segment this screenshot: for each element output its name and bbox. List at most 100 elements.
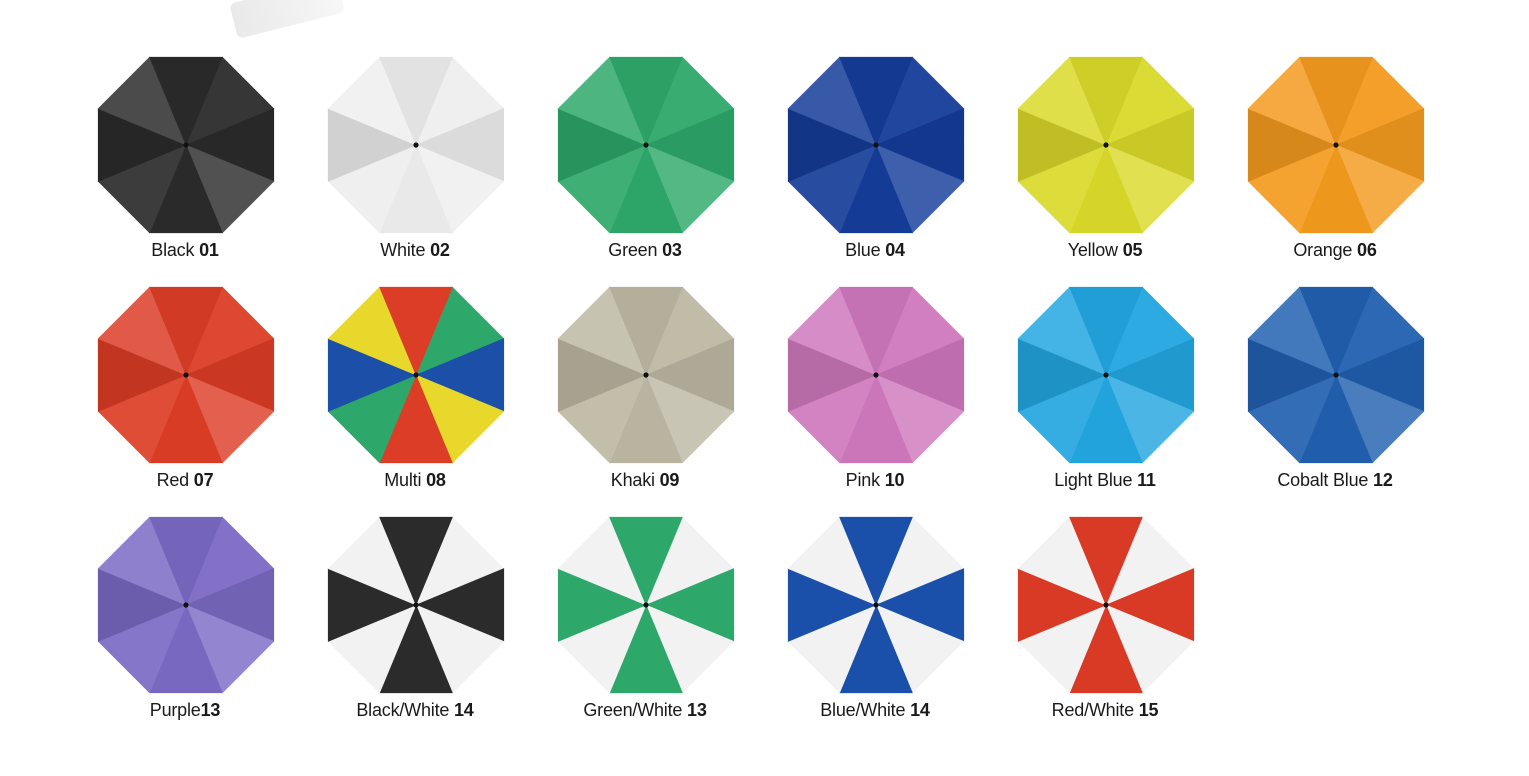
swatch-color-name: Yellow	[1067, 240, 1118, 260]
swatch-color-code: 09	[659, 470, 680, 490]
canopy-panel	[379, 286, 453, 376]
swatch-color-name: Green/White	[583, 700, 683, 720]
swatch-color-code: 10	[884, 470, 905, 490]
umbrella-canopy-icon	[1247, 56, 1425, 234]
umbrella-canopy-icon	[327, 286, 505, 464]
swatch-color-code: 15	[1138, 700, 1159, 720]
umbrella-canopy-icon	[787, 56, 965, 234]
canopy-center-dot	[413, 602, 419, 608]
canopy-center-dot	[1333, 142, 1339, 148]
umbrella-swatch: Light Blue 11	[990, 284, 1220, 494]
umbrella-swatch: Black 01	[70, 54, 300, 264]
canopy-panel	[609, 516, 683, 606]
canopy-panel	[149, 516, 223, 606]
umbrella-canopy-icon	[1017, 56, 1195, 234]
canopy-panel	[149, 56, 223, 146]
swatch-color-name: White	[380, 240, 426, 260]
canopy-panel	[149, 286, 223, 376]
canopy-center-dot	[873, 372, 879, 378]
swatch-color-code: 14	[454, 700, 474, 720]
swatch-label: Multi 08	[300, 470, 530, 491]
umbrella-canopy-icon	[327, 516, 505, 694]
canopy-panel	[839, 516, 913, 606]
canopy-center-dot	[1103, 602, 1109, 608]
umbrella-canopy-icon	[787, 286, 965, 464]
swatch-color-name: Purple	[149, 700, 201, 720]
canopy-center-dot	[643, 602, 649, 608]
canopy-panel	[609, 286, 683, 376]
umbrella-canopy-icon	[97, 56, 275, 234]
umbrella-canopy-icon	[557, 516, 735, 694]
umbrella-swatch: Black/White 14	[300, 514, 530, 724]
umbrella-canopy-icon	[97, 286, 275, 464]
swatch-label: White 02	[300, 240, 530, 261]
umbrella-swatch: White 02	[300, 54, 530, 264]
umbrella-canopy-icon	[557, 56, 735, 234]
swatch-color-name: Blue/White	[820, 700, 906, 720]
swatch-label: Pink 10	[760, 470, 990, 491]
swatch-color-code: 02	[430, 240, 450, 260]
swatch-label: Purple13	[70, 700, 300, 721]
swatch-color-code: 11	[1137, 470, 1156, 490]
swatch-label: Black 01	[70, 240, 300, 261]
swatch-label: Blue 04	[760, 240, 990, 261]
decorative-shadow	[229, 0, 345, 39]
umbrella-canopy-icon	[1247, 286, 1425, 464]
umbrella-canopy-icon	[787, 516, 965, 694]
canopy-panel	[609, 56, 683, 146]
swatch-color-code: 07	[193, 470, 214, 490]
swatch-label: Green/White 13	[530, 700, 760, 721]
canopy-panel	[1069, 286, 1143, 376]
swatch-label: Green 03	[530, 240, 760, 261]
umbrella-swatch: Red/White 15	[990, 514, 1220, 724]
umbrella-swatch: Yellow 05	[990, 54, 1220, 264]
swatch-color-code: 03	[662, 240, 682, 260]
umbrella-canopy-icon	[327, 56, 505, 234]
swatch-color-code: 14	[910, 700, 930, 720]
canopy-panel	[1069, 516, 1143, 606]
canopy-center-dot	[1103, 372, 1109, 378]
canopy-center-dot	[413, 142, 419, 148]
swatch-color-name: Light Blue	[1054, 470, 1133, 490]
umbrella-canopy-icon	[97, 516, 275, 694]
swatch-color-code: 06	[1357, 240, 1377, 260]
canopy-panel	[1299, 56, 1373, 146]
swatch-label: Black/White 14	[300, 700, 530, 721]
swatch-color-name: Black	[151, 240, 195, 260]
swatch-color-name: Blue	[845, 240, 881, 260]
swatch-color-name: Black/White	[356, 700, 450, 720]
canopy-panel	[839, 286, 913, 376]
canopy-center-dot	[1333, 372, 1339, 378]
umbrella-canopy-icon	[1017, 286, 1195, 464]
canopy-center-dot	[643, 372, 649, 378]
umbrella-swatch: Blue/White 14	[760, 514, 990, 724]
umbrella-swatch: Pink 10	[760, 284, 990, 494]
canopy-center-dot	[1103, 142, 1109, 148]
swatch-label: Red 07	[70, 470, 300, 491]
swatch-color-name: Pink	[845, 470, 880, 490]
swatch-label: Cobalt Blue 12	[1220, 470, 1450, 491]
swatch-color-name: Multi	[384, 470, 422, 490]
umbrella-swatch: Red 07	[70, 284, 300, 494]
umbrella-swatch: Khaki 09	[530, 284, 760, 494]
swatch-color-code: 08	[426, 470, 446, 490]
swatch-color-name: Green	[608, 240, 658, 260]
swatch-label: Light Blue 11	[990, 470, 1220, 491]
umbrella-swatch: Green 03	[530, 54, 760, 264]
swatch-color-code: 04	[885, 240, 905, 260]
umbrella-swatch: Multi 08	[300, 284, 530, 494]
swatch-color-name: Red/White	[1051, 700, 1134, 720]
swatch-color-code: 01	[199, 240, 219, 260]
umbrella-canopy-icon	[557, 286, 735, 464]
umbrella-swatch: Green/White 13	[530, 514, 760, 724]
umbrella-swatch: Blue 04	[760, 54, 990, 264]
swatch-color-name: Cobalt Blue	[1277, 470, 1369, 490]
swatch-color-code: 13	[200, 700, 221, 720]
umbrella-swatch: Purple13	[70, 514, 300, 724]
swatch-label: Yellow 05	[990, 240, 1220, 261]
swatch-color-code: 05	[1122, 240, 1143, 260]
canopy-panel	[379, 516, 453, 606]
swatch-color-name: Khaki	[610, 470, 655, 490]
canopy-center-dot	[183, 142, 189, 148]
umbrella-swatch: Orange 06	[1220, 54, 1450, 264]
